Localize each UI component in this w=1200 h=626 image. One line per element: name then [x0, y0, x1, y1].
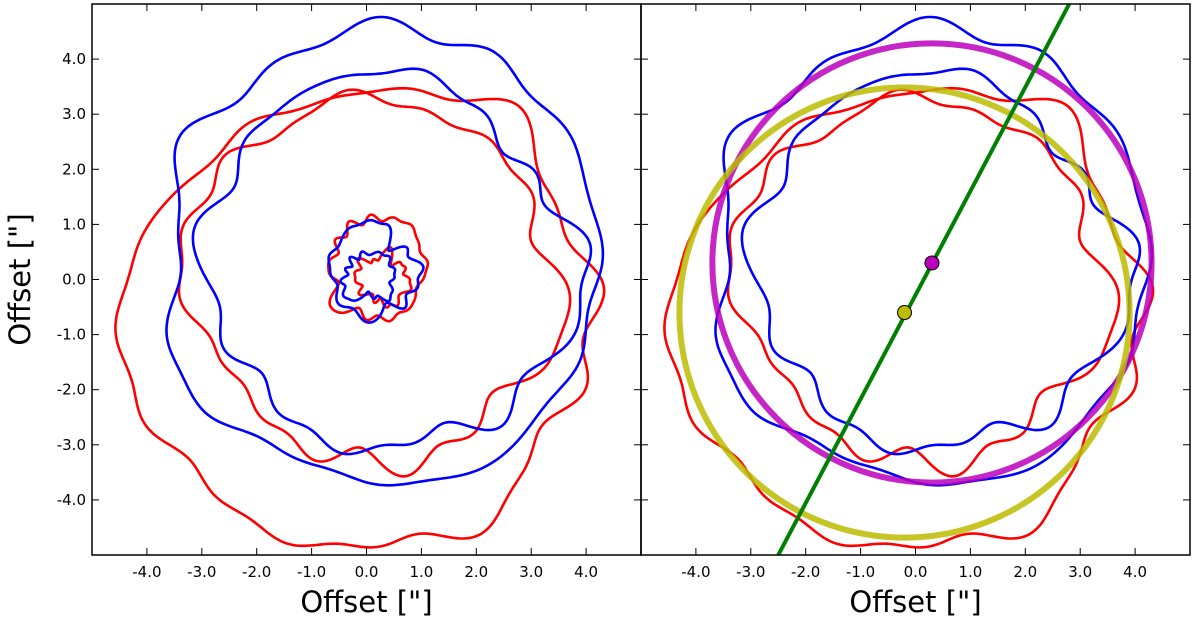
left-x-tick-label: -3.0	[187, 563, 216, 581]
left-y-tick-label: -4.0	[57, 491, 86, 509]
right-x-tick-label: -4.0	[681, 563, 710, 581]
right-x-tick-label: 1.0	[958, 563, 982, 581]
right-x-tick-label: -3.0	[736, 563, 765, 581]
left-x-tick-label: 4.0	[574, 563, 598, 581]
right-plot-area	[663, 4, 1155, 555]
right-x-tick-label: 3.0	[1068, 563, 1092, 581]
right-x-tick-label: 2.0	[1013, 563, 1037, 581]
left-red-core-outer	[326, 213, 430, 323]
right-magenta-center-marker	[924, 255, 940, 271]
right-x-tick-label: 4.0	[1123, 563, 1147, 581]
left-x-axis-label: Offset ["]	[300, 585, 432, 619]
right-yellow-fit-circle	[676, 84, 1133, 541]
left-blue-outer-ring	[165, 15, 605, 487]
right-x-tick-label: -1.0	[846, 563, 875, 581]
left-x-tick-label: -2.0	[242, 563, 271, 581]
left-x-tick-label: 3.0	[519, 563, 543, 581]
left-x-tick-label: -4.0	[132, 563, 161, 581]
left-y-tick-label: -3.0	[57, 436, 86, 454]
left-y-tick-label: 2.0	[62, 160, 86, 178]
left-y-axis-label: Offset ["]	[3, 213, 37, 345]
left-axes-frame	[91, 3, 642, 556]
left-x-tick-label: -1.0	[297, 563, 326, 581]
left-x-tick-label: 2.0	[464, 563, 488, 581]
left-y-tick-label: -2.0	[57, 381, 86, 399]
right-magenta-fit-circle	[709, 40, 1155, 486]
right-x-tick-label: 0.0	[904, 563, 928, 581]
right-yellow-center-marker	[897, 305, 913, 321]
left-red-inner-ring	[177, 88, 572, 478]
right-panel: -4.0 -3.0 -2.0 -1.0 0.0 1.0 2.0 3.0 4.0 Offset ["…	[640, 3, 1191, 619]
right-x-tick-label: -2.0	[791, 563, 820, 581]
left-y-tick-label: -1.0	[57, 326, 86, 344]
left-panel: -4.0 -3.0 -2.0 -1.0 0.0 1.0 2.0 3.0 4.0 -4.0 -3.0 -…	[3, 3, 642, 619]
left-red-outer-ring	[114, 86, 606, 549]
left-x-tick-label: 1.0	[409, 563, 433, 581]
left-blue-inner-ring	[191, 67, 593, 456]
right-x-axis-label: Offset ["]	[849, 585, 981, 619]
right-red-outer-ring	[663, 86, 1155, 549]
right-green-axis-line	[776, 4, 1071, 555]
left-y-tick-label: 3.0	[62, 105, 86, 123]
right-blue-outer-ring	[714, 15, 1154, 487]
left-x-tick-label: 0.0	[355, 563, 379, 581]
left-plot-area	[114, 15, 606, 549]
left-blue-core-inner	[339, 250, 397, 303]
left-y-tick-label: 4.0	[62, 50, 86, 68]
left-y-tick-label: 0.0	[62, 271, 86, 289]
left-y-tick-label: 1.0	[62, 215, 86, 233]
left-blue-core-outer	[327, 218, 425, 324]
right-blue-inner-ring	[740, 67, 1142, 456]
